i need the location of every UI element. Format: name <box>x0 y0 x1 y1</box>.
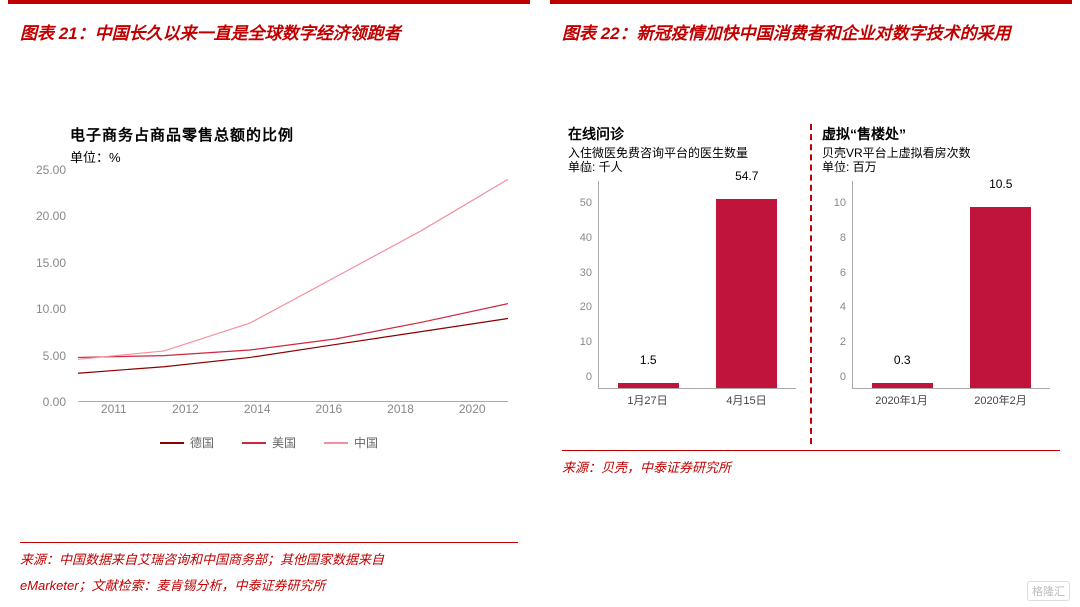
left-panel-title: 图表 21：中国长久以来一直是全球数字经济领跑者 <box>20 14 518 124</box>
bar-yaxis: 024681012 <box>822 181 850 389</box>
bar-inner: 0.3 10.5 <box>852 181 1050 389</box>
right-source: 来源：贝壳，中泰证券研究所 <box>562 450 1060 489</box>
series-美国 <box>78 304 508 358</box>
x-tick: 2011 <box>78 402 150 430</box>
bar-ytick: 4 <box>840 301 846 313</box>
bar-inner: 1.5 54.7 <box>598 181 796 389</box>
legend-swatch <box>242 442 266 444</box>
legend-label: 中国 <box>354 434 378 451</box>
x-tick: 2020 <box>436 402 508 430</box>
bar-ytick: 20 <box>580 301 592 313</box>
line-y-axis: 0.005.0010.0015.0020.0025.00 <box>20 170 72 430</box>
bar <box>872 383 933 388</box>
legend-label: 美国 <box>272 434 296 451</box>
x-tick: 2018 <box>365 402 437 430</box>
y-tick: 5.00 <box>43 349 66 363</box>
left-panel: 图表 21：中国长久以来一直是全球数字经济领跑者 电子商务占商品零售总额的比例 … <box>8 0 530 607</box>
watermark: 格隆汇 <box>1027 581 1070 601</box>
bar-value-label: 1.5 <box>640 353 657 367</box>
legend-swatch <box>324 442 348 444</box>
bar-xaxis: 2020年1月2020年2月 <box>852 389 1050 411</box>
legend-label: 德国 <box>190 434 214 451</box>
bar-group: 54.7 <box>698 181 797 388</box>
line-svg <box>78 170 508 402</box>
right-panel-title: 图表 22：新冠疫情加快中国消费者和企业对数字技术的采用 <box>562 14 1060 124</box>
bar-panel-row: 在线问诊入住微医免费咨询平台的医生数量单位: 千人01020304050601.… <box>562 124 1060 444</box>
left-chart-title: 电子商务占商品零售总额的比例 <box>70 124 518 145</box>
y-tick: 10.00 <box>36 302 66 316</box>
line-plot-area <box>78 170 508 402</box>
bar-value-label: 10.5 <box>989 177 1012 191</box>
bar-plot: 01020304050601.554.71月27日4月15日 <box>568 181 800 411</box>
bar-ytick: 0 <box>840 371 846 383</box>
series-中国 <box>78 179 508 359</box>
left-source: 来源：中国数据来自艾瑞咨询和中国商务部；其他国家数据来自eMarketer；文献… <box>20 542 518 607</box>
legend-item: 美国 <box>242 434 296 451</box>
y-tick: 20.00 <box>36 209 66 223</box>
bar-ytick: 12 <box>834 163 846 175</box>
bar-sub-title: 在线问诊 <box>568 124 800 144</box>
line-x-axis: 201120122014201620182020 <box>78 402 508 430</box>
bar-divider <box>810 124 812 444</box>
bar-ytick: 50 <box>580 197 592 209</box>
bar-value-label: 0.3 <box>894 353 911 367</box>
x-tick: 2012 <box>150 402 222 430</box>
bar-ytick: 30 <box>580 267 592 279</box>
bar-ytick: 10 <box>834 197 846 209</box>
bar-xaxis: 1月27日4月15日 <box>598 389 796 411</box>
bar-xtick: 4月15日 <box>697 389 796 411</box>
x-tick: 2014 <box>221 402 293 430</box>
left-chart-unit: 单位：% <box>70 147 518 166</box>
bar-ytick: 2 <box>840 336 846 348</box>
bar-value-label: 54.7 <box>735 169 758 183</box>
bar-sub-title: 虚拟“售楼处” <box>822 124 1054 144</box>
bar <box>618 383 679 388</box>
bar-sub-right: 虚拟“售楼处”贝壳VR平台上虚拟看房次数单位: 百万 0 2 4 6 8 10 12 0.3 10… <box>816 124 1060 444</box>
bar-ytick: 60 <box>580 163 592 175</box>
bar-sub-left: 在线问诊入住微医免费咨询平台的医生数量单位: 千人 0 10 20 30 40 50 60 1.… <box>562 124 806 444</box>
left-chart-header: 电子商务占商品零售总额的比例 单位：% <box>20 124 518 170</box>
line-chart: 0.005.0010.0015.0020.0025.00 20112012201… <box>20 170 518 536</box>
bar-ytick: 0 <box>586 371 592 383</box>
bar-sub-desc: 贝壳VR平台上虚拟看房次数单位: 百万 <box>822 146 1054 175</box>
bar-xtick: 1月27日 <box>598 389 697 411</box>
line-legend: 德国 美国 中国 <box>20 434 518 451</box>
y-tick: 0.00 <box>43 395 66 409</box>
y-tick: 15.00 <box>36 256 66 270</box>
bar-plot: 0246810120.310.52020年1月2020年2月 <box>822 181 1054 411</box>
series-德国 <box>78 318 508 373</box>
bar-ytick: 10 <box>580 336 592 348</box>
bar-yaxis: 0102030405060 <box>568 181 596 389</box>
bar-group: 1.5 <box>599 181 698 388</box>
legend-item: 德国 <box>160 434 214 451</box>
legend-swatch <box>160 442 184 444</box>
bar-sub-desc: 入住微医免费咨询平台的医生数量单位: 千人 <box>568 146 800 175</box>
bar <box>716 199 777 388</box>
bar-group: 10.5 <box>952 181 1051 388</box>
bar <box>970 207 1031 388</box>
right-panel: 图表 22：新冠疫情加快中国消费者和企业对数字技术的采用 在线问诊入住微医免费咨… <box>550 0 1072 607</box>
bar-xtick: 2020年2月 <box>951 389 1050 411</box>
x-tick: 2016 <box>293 402 365 430</box>
y-tick: 25.00 <box>36 163 66 177</box>
bar-ytick: 6 <box>840 267 846 279</box>
bar-ytick: 8 <box>840 232 846 244</box>
bar-ytick: 40 <box>580 232 592 244</box>
legend-item: 中国 <box>324 434 378 451</box>
bar-group: 0.3 <box>853 181 952 388</box>
bar-xtick: 2020年1月 <box>852 389 951 411</box>
